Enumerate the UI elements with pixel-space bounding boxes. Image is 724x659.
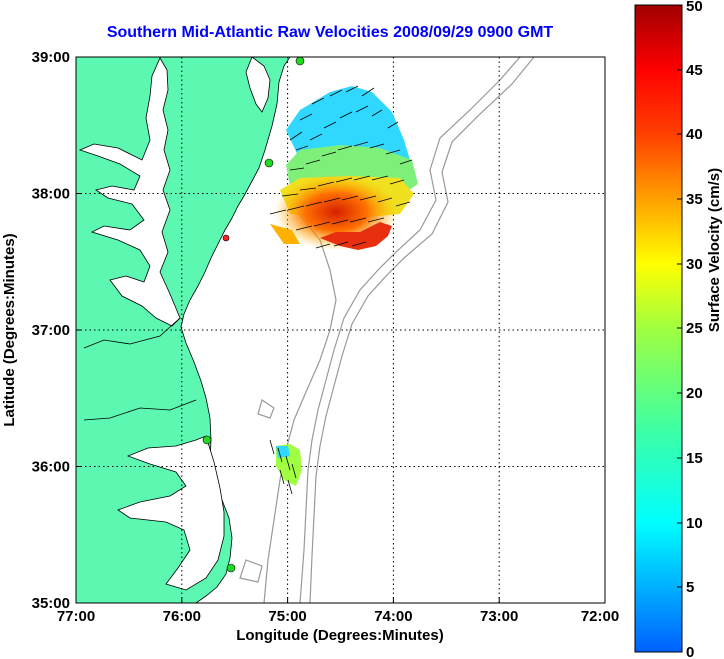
pamlico-sound <box>117 435 225 591</box>
colorbar-tick-label: 0 <box>686 644 694 659</box>
velocity-field-south <box>269 439 302 495</box>
axis-ticks <box>76 193 500 603</box>
x-tick-label: 75:00 <box>268 608 306 625</box>
colorbar-tick-label: 15 <box>686 450 703 467</box>
bathymetry-contour <box>239 399 275 583</box>
colorbar-tick-label: 30 <box>686 256 703 273</box>
station-marker <box>222 234 230 242</box>
velocity-field-north <box>269 85 418 250</box>
colorbar-tick-label: 45 <box>686 62 703 79</box>
station-marker <box>202 435 212 445</box>
x-axis-label: Longitude (Degrees:Minutes) <box>236 627 444 644</box>
bathymetry-contour <box>299 57 521 603</box>
nc-river <box>83 399 197 421</box>
bathymetry-contour <box>263 214 337 603</box>
colorbar-tick-label: 25 <box>686 320 703 337</box>
y-tick-label: 37:00 <box>32 322 70 339</box>
x-tick-label: 74:00 <box>374 608 412 625</box>
x-tick-label: 73:00 <box>480 608 518 625</box>
y-tick-label: 39:00 <box>32 49 70 66</box>
x-tick-label: 77:00 <box>57 608 95 625</box>
colorbar <box>634 4 683 653</box>
y-tick-label: 36:00 <box>32 459 70 476</box>
colorbar-tick-label: 5 <box>686 579 694 596</box>
colorbar-ticks <box>677 69 682 588</box>
x-tick-label: 76:00 <box>163 608 201 625</box>
colorbar-tick-label: 35 <box>686 191 703 208</box>
colorbar-tick-label: 20 <box>686 385 703 402</box>
station-marker <box>295 57 305 66</box>
y-tick-label: 35:00 <box>32 595 70 612</box>
colorbar-tick-label: 10 <box>686 515 703 532</box>
radar-stations <box>202 57 305 573</box>
delaware-bay <box>245 57 271 113</box>
x-tick-label: 72:00 <box>581 608 619 625</box>
map-title: Southern Mid-Atlantic Raw Velocities 200… <box>106 24 554 41</box>
colorbar-tick-label: 40 <box>686 126 703 143</box>
station-marker <box>264 158 274 168</box>
station-marker <box>226 563 236 573</box>
colorbar-title: Surface Velocity (cm/s) <box>706 168 723 332</box>
chesapeake-bay <box>78 57 181 327</box>
y-axis-label: Latitude (Degrees:Minutes) <box>1 233 18 426</box>
bathymetry-contour <box>309 57 535 603</box>
y-tick-label: 38:00 <box>32 186 70 203</box>
colorbar-tick-label: 50 <box>686 0 703 15</box>
